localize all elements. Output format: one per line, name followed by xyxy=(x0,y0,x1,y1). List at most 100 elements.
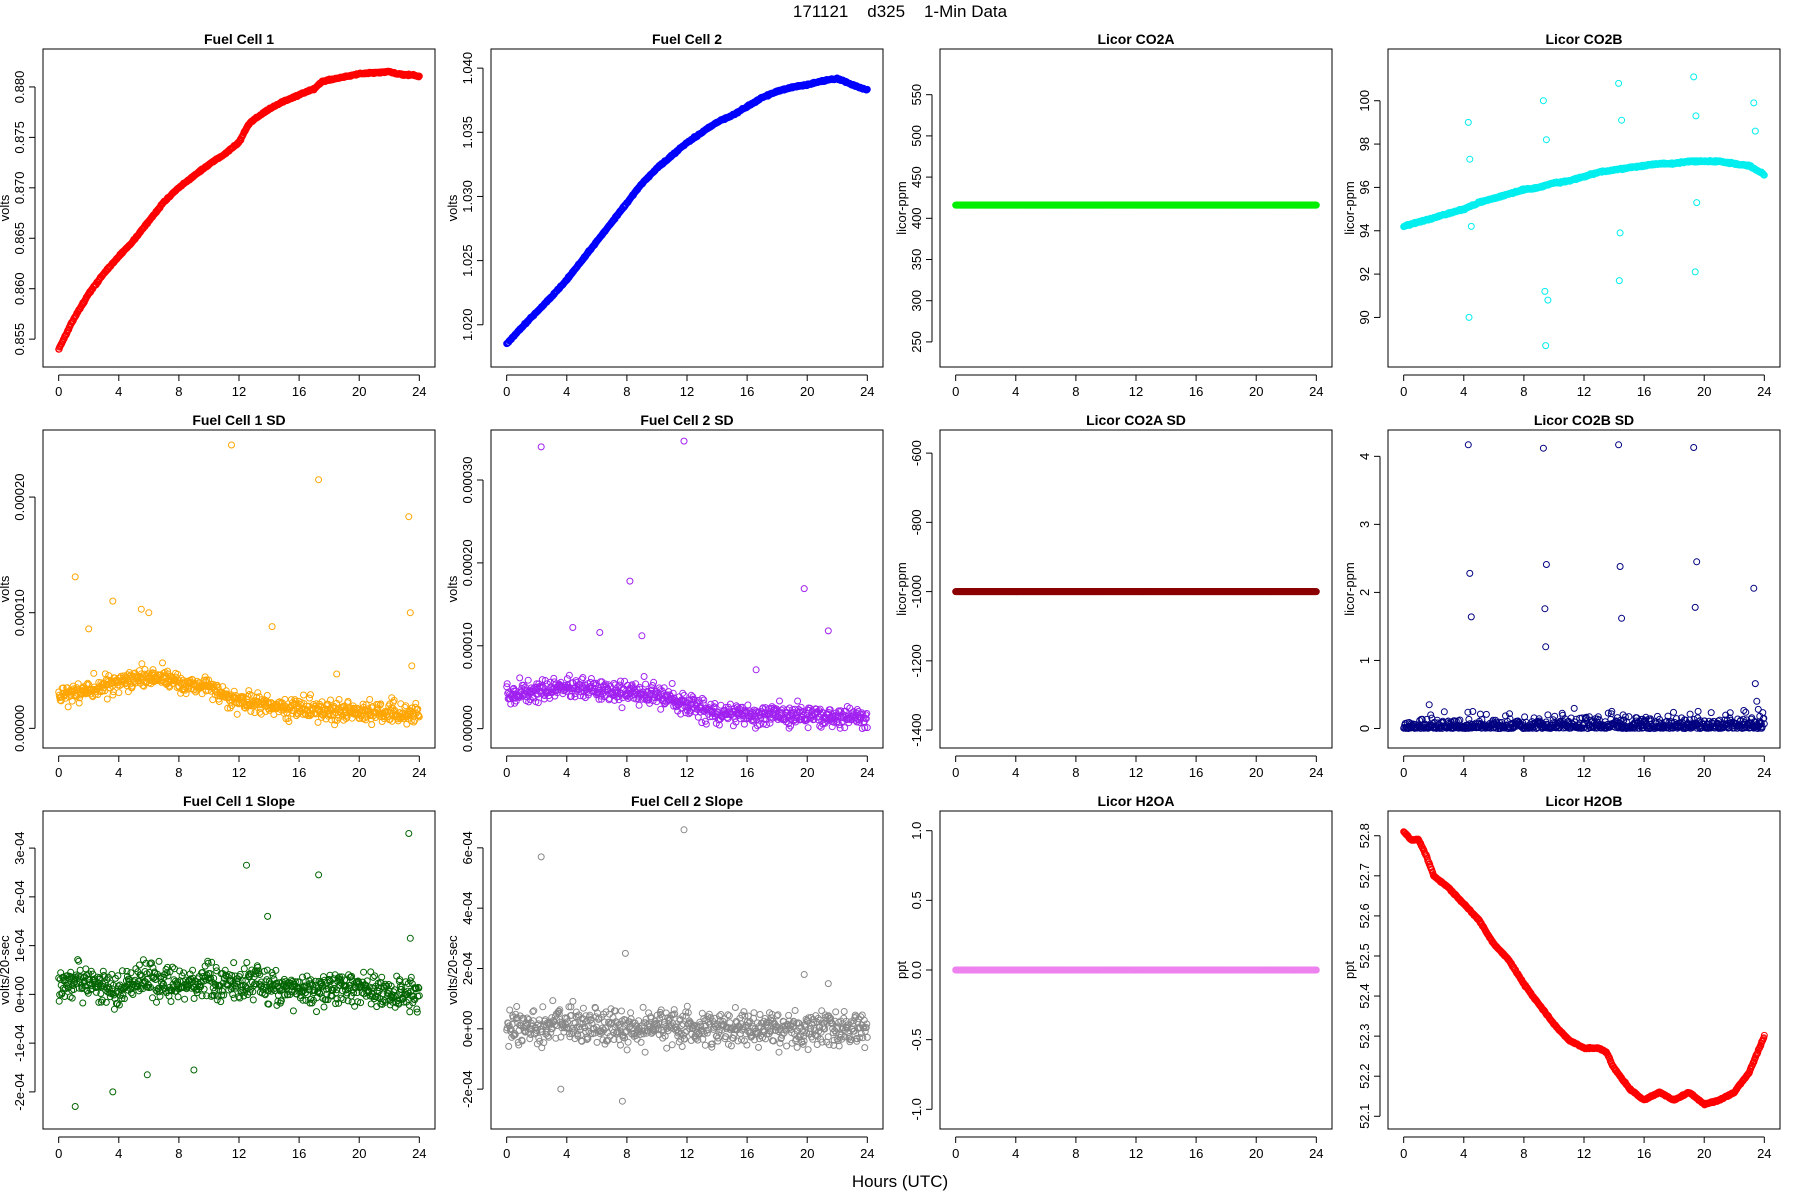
outlier-point xyxy=(626,577,634,585)
data-point xyxy=(776,697,783,705)
y-tick-label: -800 xyxy=(909,509,924,535)
x-tick-label: 12 xyxy=(232,765,246,780)
x-tick-label: 16 xyxy=(740,765,754,780)
x-tick-label: 16 xyxy=(1189,384,1203,399)
y-tick-label: 0.00020 xyxy=(460,539,475,586)
x-tick-label: 12 xyxy=(1577,384,1591,399)
x-tick-label: 8 xyxy=(175,384,182,399)
data-point xyxy=(124,688,132,696)
x-tick-label: 16 xyxy=(1189,765,1203,780)
y-tick-label: 1.035 xyxy=(460,116,475,149)
outlier-point xyxy=(1544,296,1552,304)
y-axis-label: licor-ppm xyxy=(894,562,909,615)
outlier-point xyxy=(537,443,545,451)
outlier-point xyxy=(1751,127,1759,135)
outlier-point xyxy=(268,623,276,631)
data-points xyxy=(952,588,1320,596)
y-axis-label: licor-ppm xyxy=(894,181,909,234)
y-tick-label: 1.025 xyxy=(460,244,475,277)
x-tick-label: 0 xyxy=(503,384,510,399)
y-axis-label: volts xyxy=(0,575,12,602)
panel-title: Fuel Cell 1 SD xyxy=(192,412,285,428)
plot-frame xyxy=(490,48,884,368)
x-tick-label: 16 xyxy=(292,765,306,780)
outlier-point xyxy=(569,624,577,631)
x-tick-label: 0 xyxy=(952,384,959,399)
outlier-point xyxy=(145,609,153,617)
y-tick-label: 0.870 xyxy=(12,172,27,205)
x-tick-label: 24 xyxy=(1757,384,1771,399)
x-tick-label: 16 xyxy=(292,384,306,399)
x-tick-label: 20 xyxy=(1249,765,1263,780)
outlier-point xyxy=(137,605,145,613)
outlier-point xyxy=(752,666,760,674)
y-axis-label: licor-ppm xyxy=(1342,181,1357,234)
data-point xyxy=(756,721,763,729)
data-point xyxy=(64,703,72,711)
data-point xyxy=(804,724,812,732)
data-point xyxy=(657,705,665,713)
outlier-point xyxy=(408,662,416,670)
outlier-point xyxy=(85,625,93,633)
data-point xyxy=(863,85,871,93)
data-point xyxy=(1312,201,1320,209)
data-point xyxy=(668,680,676,687)
x-tick-label: 20 xyxy=(800,384,814,399)
x-tick-label: 24 xyxy=(412,765,426,780)
y-tick-label: 0.00030 xyxy=(460,457,475,504)
panel-5: Fuel Cell 1 SD0 4 8 12 16 20 240.000000.000100… xyxy=(0,412,436,780)
data-point xyxy=(159,659,166,667)
y-tick-label: 0.875 xyxy=(12,121,27,154)
x-tick-label: 12 xyxy=(1129,384,1143,399)
data-points xyxy=(503,74,871,348)
y-tick-label: 0.00010 xyxy=(12,589,27,636)
panel-title: Licor CO2A SD xyxy=(1086,412,1186,428)
y-tick-label: -1200 xyxy=(909,644,924,677)
x-tick-label: 4 xyxy=(1012,765,1019,780)
data-point xyxy=(233,710,241,718)
y-tick-label: 0.860 xyxy=(12,272,27,305)
y-tick-label: 250 xyxy=(909,331,924,353)
outlier-point xyxy=(1693,199,1701,207)
x-tick-label: 4 xyxy=(563,765,570,780)
x-tick-label: 24 xyxy=(1309,765,1323,780)
x-tick-label: 0 xyxy=(952,765,959,780)
x-tick-label: 16 xyxy=(1637,384,1651,399)
outlier-point xyxy=(1691,268,1699,276)
outlier-point xyxy=(1467,222,1475,230)
y-tick-label: 400 xyxy=(909,207,924,229)
data-point xyxy=(307,691,314,699)
x-tick-label: 0 xyxy=(55,384,62,399)
y-tick-label: 94 xyxy=(1357,224,1372,238)
y-tick-label: 1.030 xyxy=(460,180,475,213)
panel-2: Fuel Cell 20 4 8 12 16 20 241.0201.0251.0301.0… xyxy=(445,31,884,399)
y-tick-label: 450 xyxy=(909,166,924,188)
plot-frame xyxy=(939,48,1333,368)
y-tick-label: 100 xyxy=(1357,90,1372,112)
x-tick-label: 24 xyxy=(860,765,874,780)
x-tick-label: 8 xyxy=(623,384,630,399)
outlier-point xyxy=(1542,342,1550,350)
outlier-point xyxy=(315,476,323,484)
y-tick-label: 0.865 xyxy=(12,222,27,255)
x-tick-label: 12 xyxy=(680,765,694,780)
data-point xyxy=(635,701,643,709)
y-axis-label: volts xyxy=(445,194,460,221)
data-point xyxy=(138,660,146,668)
y-axis-label: volts xyxy=(0,194,12,221)
y-tick-label: 1.020 xyxy=(460,308,475,341)
y-tick-label: -1000 xyxy=(909,575,924,608)
y-tick-label: 92 xyxy=(1357,267,1372,281)
x-tick-label: 8 xyxy=(1072,765,1079,780)
y-tick-label: 0.00020 xyxy=(12,474,27,521)
data-point xyxy=(263,691,271,699)
outlier-point xyxy=(333,670,341,678)
outlier-point xyxy=(1615,79,1623,87)
x-tick-label: 4 xyxy=(563,384,570,399)
x-tick-label: 20 xyxy=(1249,384,1263,399)
data-point xyxy=(618,704,626,712)
y-tick-label: 0.00010 xyxy=(460,622,475,669)
y-tick-label: 300 xyxy=(909,290,924,312)
data-point xyxy=(257,710,265,718)
